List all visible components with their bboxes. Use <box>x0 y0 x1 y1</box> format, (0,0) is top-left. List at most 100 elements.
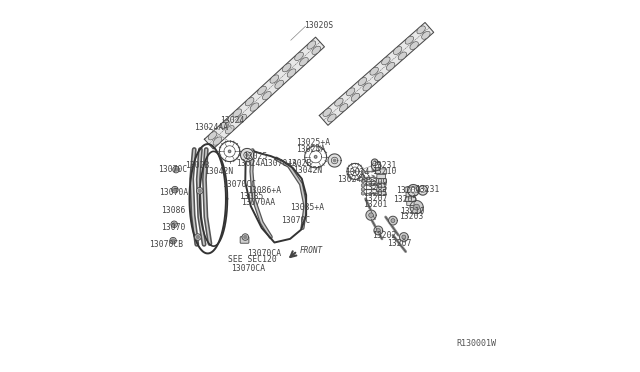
FancyBboxPatch shape <box>240 237 249 243</box>
FancyBboxPatch shape <box>406 193 415 197</box>
FancyBboxPatch shape <box>378 183 385 187</box>
Text: 13070AA: 13070AA <box>241 198 275 206</box>
Circle shape <box>173 166 179 173</box>
Ellipse shape <box>370 67 378 75</box>
Text: 13024: 13024 <box>220 116 244 125</box>
Text: 13210: 13210 <box>372 167 397 176</box>
Text: 13024A: 13024A <box>296 145 326 154</box>
Text: 13209: 13209 <box>397 186 421 195</box>
Text: 13207: 13207 <box>387 239 412 248</box>
Ellipse shape <box>398 52 406 60</box>
Ellipse shape <box>405 36 413 44</box>
Polygon shape <box>319 22 434 125</box>
Circle shape <box>228 150 231 153</box>
Ellipse shape <box>270 75 278 83</box>
Polygon shape <box>388 216 397 225</box>
Circle shape <box>361 175 365 178</box>
Text: 13231: 13231 <box>372 161 397 170</box>
Circle shape <box>361 183 365 187</box>
Circle shape <box>196 187 203 194</box>
Circle shape <box>361 170 365 173</box>
Ellipse shape <box>374 73 383 81</box>
Text: 13202: 13202 <box>372 231 397 240</box>
Text: 13210: 13210 <box>400 207 424 216</box>
FancyBboxPatch shape <box>376 169 387 174</box>
Polygon shape <box>204 37 324 149</box>
Text: 13020S: 13020S <box>303 21 333 30</box>
Text: 13042N: 13042N <box>292 166 322 175</box>
FancyBboxPatch shape <box>377 187 386 191</box>
Circle shape <box>172 186 178 193</box>
FancyBboxPatch shape <box>377 174 386 179</box>
Ellipse shape <box>312 46 321 54</box>
Ellipse shape <box>381 57 390 65</box>
Circle shape <box>244 235 247 238</box>
Ellipse shape <box>300 58 308 66</box>
FancyBboxPatch shape <box>376 179 387 183</box>
Polygon shape <box>399 232 408 241</box>
Circle shape <box>376 228 380 232</box>
Text: 13070C: 13070C <box>158 165 187 174</box>
Text: 13203: 13203 <box>399 212 424 221</box>
Circle shape <box>246 154 248 156</box>
Ellipse shape <box>339 104 348 112</box>
Circle shape <box>402 235 406 239</box>
FancyBboxPatch shape <box>377 191 385 195</box>
Text: 13205: 13205 <box>393 195 417 204</box>
Polygon shape <box>371 161 381 171</box>
Ellipse shape <box>245 97 254 106</box>
Circle shape <box>361 187 365 191</box>
Ellipse shape <box>417 26 426 34</box>
Polygon shape <box>410 201 423 214</box>
Circle shape <box>171 221 177 228</box>
Ellipse shape <box>225 126 234 134</box>
Text: 13070CC: 13070CC <box>222 180 257 189</box>
Text: 13042N: 13042N <box>204 167 234 176</box>
Circle shape <box>369 213 373 218</box>
Ellipse shape <box>307 41 316 49</box>
Polygon shape <box>328 154 341 167</box>
Text: 13207: 13207 <box>363 194 387 203</box>
Ellipse shape <box>294 52 303 61</box>
FancyBboxPatch shape <box>405 197 415 201</box>
Text: 13086+A: 13086+A <box>247 186 281 195</box>
Text: 13070C: 13070C <box>281 216 310 225</box>
Ellipse shape <box>275 80 284 89</box>
Ellipse shape <box>346 88 355 96</box>
Circle shape <box>361 192 365 195</box>
Ellipse shape <box>233 109 242 117</box>
Circle shape <box>242 234 248 240</box>
Text: 13024A: 13024A <box>236 159 266 168</box>
Ellipse shape <box>262 92 271 100</box>
Polygon shape <box>408 185 419 196</box>
Circle shape <box>333 159 336 162</box>
Text: 13201: 13201 <box>363 200 387 209</box>
Ellipse shape <box>238 114 246 122</box>
Text: 13070CA: 13070CA <box>247 249 281 258</box>
Circle shape <box>314 155 317 158</box>
Polygon shape <box>373 161 376 164</box>
Circle shape <box>173 188 177 191</box>
Text: R130001W: R130001W <box>457 339 497 348</box>
Ellipse shape <box>335 98 343 106</box>
Text: 1302B: 1302B <box>287 159 312 168</box>
Polygon shape <box>366 210 376 220</box>
Ellipse shape <box>363 83 371 91</box>
Text: 13085+A: 13085+A <box>290 203 324 212</box>
Text: 13203: 13203 <box>363 183 387 192</box>
Circle shape <box>413 204 420 210</box>
Polygon shape <box>374 226 383 235</box>
Ellipse shape <box>328 114 336 122</box>
Text: 13209: 13209 <box>363 178 387 187</box>
Ellipse shape <box>208 132 217 140</box>
Ellipse shape <box>422 31 430 39</box>
Polygon shape <box>418 186 428 195</box>
Text: 13085: 13085 <box>239 192 263 201</box>
Ellipse shape <box>287 69 296 77</box>
Text: FRONT: FRONT <box>300 246 323 256</box>
Text: 13024AA: 13024AA <box>337 175 371 184</box>
Ellipse shape <box>250 103 259 111</box>
FancyBboxPatch shape <box>407 202 414 205</box>
Text: 13205: 13205 <box>363 189 387 198</box>
Text: 13070A: 13070A <box>159 188 188 197</box>
